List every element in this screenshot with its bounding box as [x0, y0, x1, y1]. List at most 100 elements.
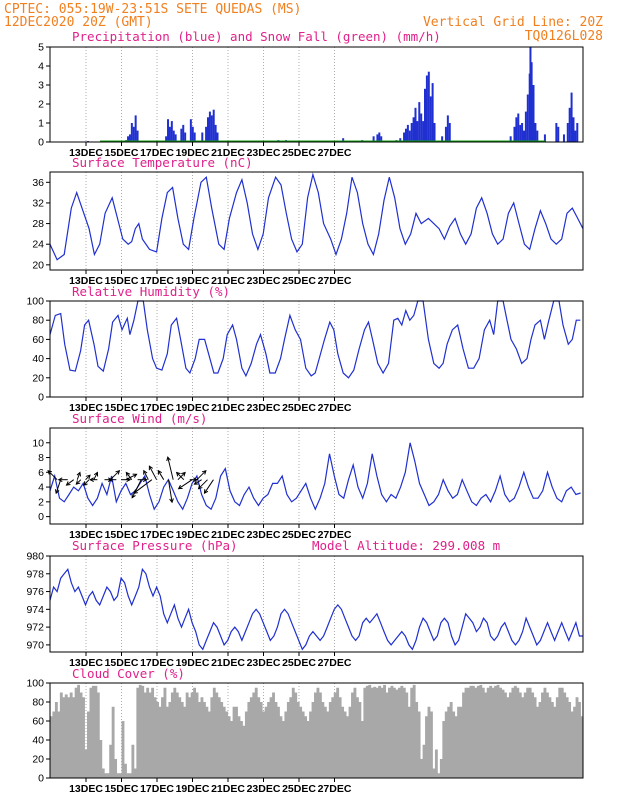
cloud-bar — [526, 687, 530, 778]
wind-arrow — [55, 479, 62, 494]
x-tick-label: 25DEC — [282, 275, 316, 287]
cloud-bar — [281, 721, 285, 778]
precip-bar — [526, 94, 529, 142]
cloud-bar — [553, 706, 557, 778]
cloud-bar — [370, 687, 374, 778]
cloud-bar — [378, 685, 382, 778]
series-line — [49, 567, 583, 651]
cloud-bar — [220, 702, 224, 778]
precip-bar — [206, 117, 209, 142]
cloud-bar — [442, 721, 446, 778]
cloud-bar — [136, 687, 140, 778]
precip-bar — [167, 119, 170, 142]
x-tick-label: 25DEC — [282, 657, 316, 669]
cloud-bar — [185, 692, 189, 778]
cloud-bar — [215, 692, 219, 778]
cloud-bar — [346, 716, 349, 778]
wind-arrow — [148, 465, 158, 480]
cloud-bar — [536, 706, 539, 778]
x-tick-label: 21DEC — [211, 147, 245, 159]
cloud-bar — [94, 685, 98, 778]
cloud-bar — [560, 687, 564, 778]
cloud-bar — [363, 687, 367, 778]
cloud-bar — [165, 706, 169, 778]
cloud-bar — [437, 773, 441, 778]
cloud-bar — [351, 692, 354, 778]
cloud-bar — [64, 694, 68, 778]
cloud-bar — [454, 716, 458, 778]
cloud-bar — [264, 706, 268, 778]
precip-bar — [557, 126, 560, 142]
precip-bar — [130, 123, 133, 142]
precip-bar — [191, 126, 194, 142]
cloud-bar — [328, 702, 332, 778]
cloud-bar — [341, 706, 345, 778]
cloud-bar — [146, 687, 150, 778]
cloud-bar — [277, 706, 280, 778]
cloud-bar — [481, 687, 485, 778]
precip-bar — [425, 75, 428, 142]
cloud-bar — [232, 706, 236, 778]
panel-title: Surface Temperature (nC) — [72, 155, 253, 170]
y-tick-label: 974 — [26, 604, 44, 616]
cloud-bar — [412, 684, 416, 778]
cloud-bar — [358, 702, 362, 778]
precip-bar — [210, 115, 213, 142]
x-tick-label: 27DEC — [318, 147, 352, 159]
cloud-bar — [304, 716, 308, 778]
cloud-bar — [531, 692, 535, 778]
cloud-bar — [508, 692, 512, 778]
cloud-bar — [62, 697, 66, 778]
panel-frame — [49, 46, 584, 143]
x-tick-label: 19DEC — [176, 529, 210, 541]
cloud-bar — [254, 687, 258, 778]
y-tick-label: 40 — [32, 353, 44, 365]
wind-arrow-head — [157, 469, 163, 475]
cloud-bar — [397, 687, 401, 778]
cloud-bar — [338, 697, 342, 778]
cloud-bar — [84, 749, 88, 778]
cloud-bar — [180, 702, 184, 778]
x-tick-label: 15DEC — [105, 529, 139, 541]
cloud-bar — [50, 716, 53, 778]
cloud-bar — [272, 692, 275, 778]
panel-frame — [49, 555, 584, 653]
precip-bar — [543, 134, 546, 142]
wind-arrow-head — [54, 489, 60, 495]
x-tick-label: 13DEC — [69, 402, 103, 414]
precip-bar — [521, 123, 524, 142]
panel-5: Surface Pressure (hPa) 970 972 974 976 978 980… — [26, 538, 584, 669]
wind-arrow-head — [133, 489, 138, 494]
cloud-bar — [237, 716, 241, 778]
cloud-bar — [444, 711, 448, 778]
cloud-bar — [87, 711, 90, 778]
cloud-bar — [558, 687, 562, 778]
y-tick-label: 36 — [32, 177, 44, 189]
y-tick-label: 60 — [32, 716, 44, 728]
precip-bar — [562, 134, 565, 142]
precip-bar — [372, 136, 375, 142]
cloud-bar — [299, 706, 303, 778]
cloud-bar — [111, 706, 115, 778]
cloud-bar — [242, 725, 246, 778]
y-tick-label: 5 — [38, 42, 44, 54]
precip-bar — [446, 115, 449, 142]
cloud-bar — [244, 711, 248, 778]
precip-bar — [128, 134, 131, 142]
precip-bar — [193, 132, 196, 142]
cloud-bar — [133, 768, 137, 778]
cloud-bar — [496, 684, 500, 778]
cloud-bar — [235, 706, 238, 778]
precip-bar — [376, 134, 379, 142]
y-tick-label: 80 — [32, 315, 44, 327]
cloud-bar — [161, 697, 164, 778]
y-tick-label: 100 — [26, 296, 44, 308]
x-tick-label: 19DEC — [176, 275, 210, 287]
wind-arrow — [133, 479, 153, 494]
panel-6: Cloud Cover (%) 0 20 40 60 80 100 13DEC 15DEC 17D… — [26, 666, 584, 795]
x-tick-label: 17DEC — [140, 529, 174, 541]
cloud-bar — [316, 687, 320, 778]
precip-bar — [422, 121, 425, 142]
cloud-bar — [439, 759, 443, 778]
